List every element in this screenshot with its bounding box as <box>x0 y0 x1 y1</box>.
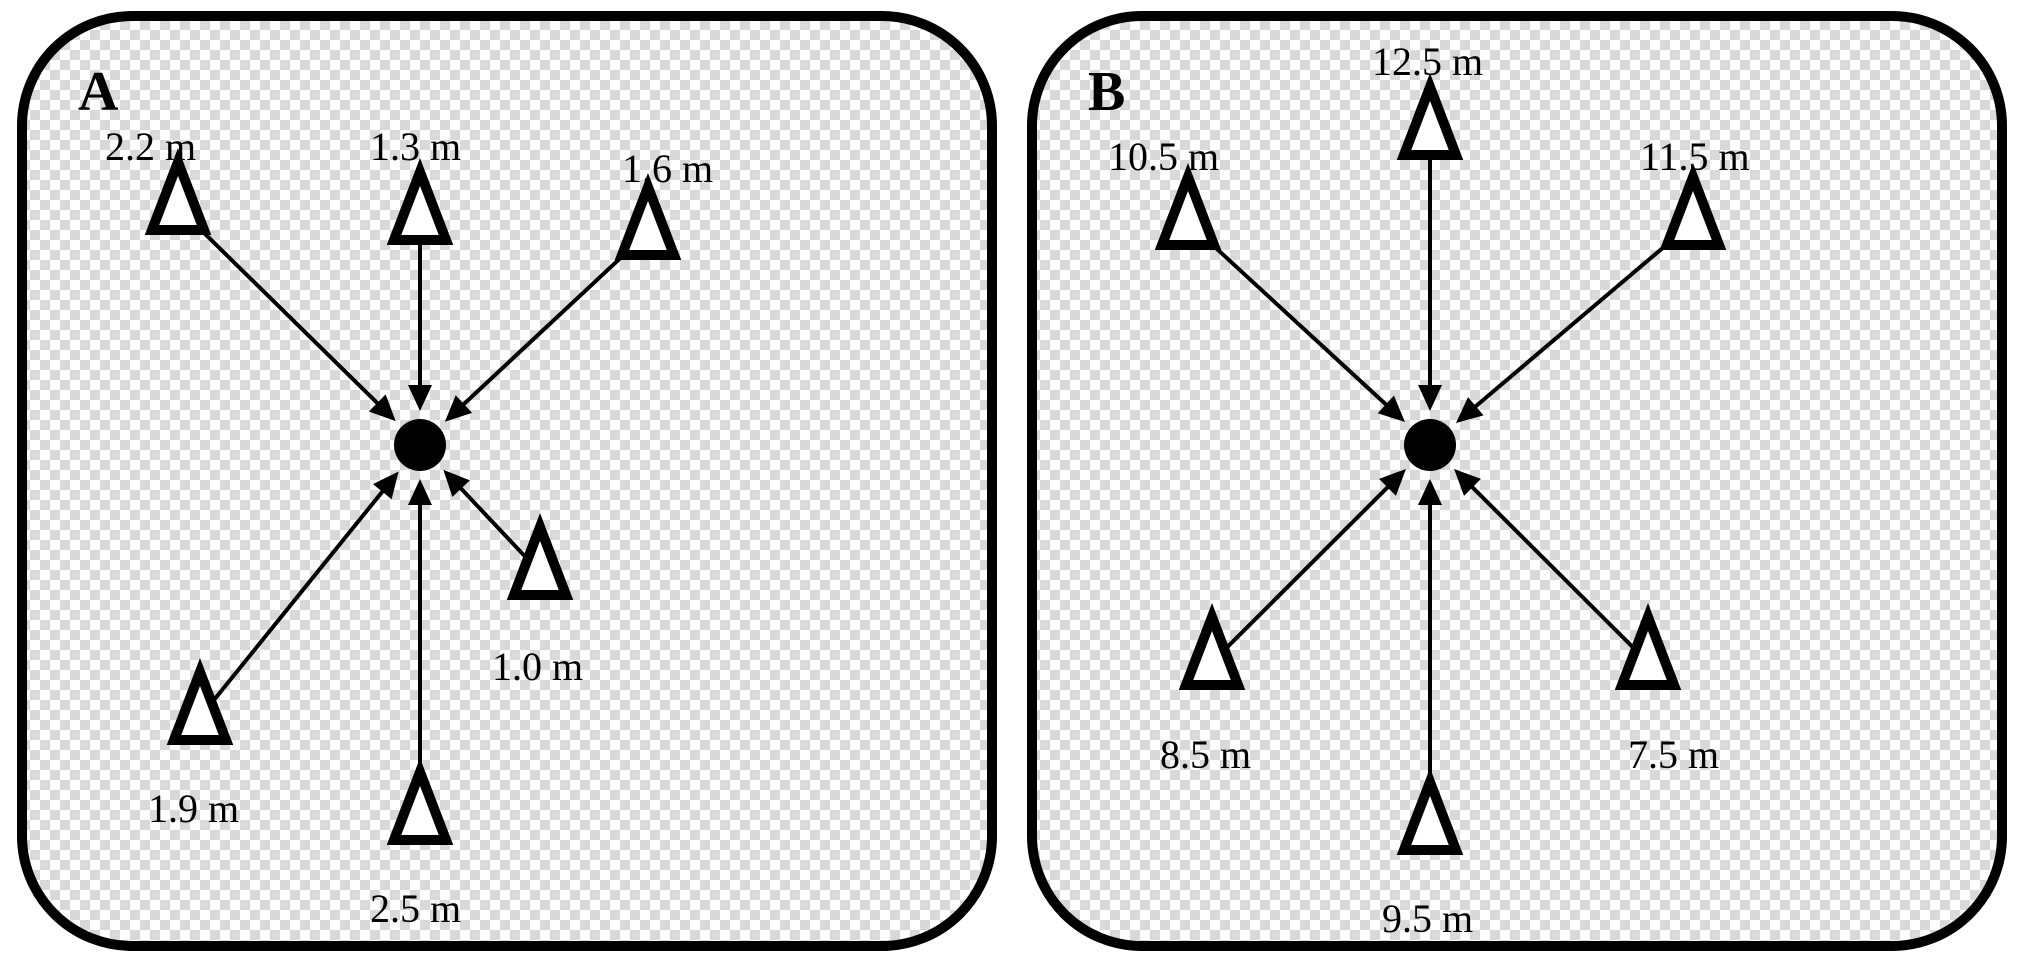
panel-a-node-1-label: 1.3 m <box>370 124 461 169</box>
panel-a: 2.2 m 1.3 m 1.6 m 1.0 m 2.5 m 1.9 m A <box>22 16 992 946</box>
panel-a-node-5-label: 1.9 m <box>148 786 239 831</box>
panel-a-center-dot <box>394 419 446 471</box>
panel-b-title: B <box>1088 61 1125 123</box>
panel-b: 10.5 m 12.5 m 11.5 m 7.5 m 9.5 m 8.5 m B <box>1032 16 2002 946</box>
panel-a-title: A <box>78 61 119 123</box>
panel-b-node-2-label: 11.5 m <box>1640 134 1750 179</box>
panel-a-node-3-label: 1.0 m <box>492 644 583 689</box>
panel-b-center-dot <box>1404 419 1456 471</box>
panel-a-node-4-label: 2.5 m <box>370 886 461 931</box>
panel-b-node-3-label: 7.5 m <box>1628 732 1719 777</box>
panel-b-node-5-label: 8.5 m <box>1160 732 1251 777</box>
panel-a-node-0-label: 2.2 m <box>105 124 196 169</box>
panel-b-node-1-label: 12.5 m <box>1372 39 1483 84</box>
panel-a-node-2-label: 1.6 m <box>622 146 713 191</box>
panel-b-node-0-label: 10.5 m <box>1108 134 1219 179</box>
panel-b-node-4-label: 9.5 m <box>1382 896 1473 941</box>
